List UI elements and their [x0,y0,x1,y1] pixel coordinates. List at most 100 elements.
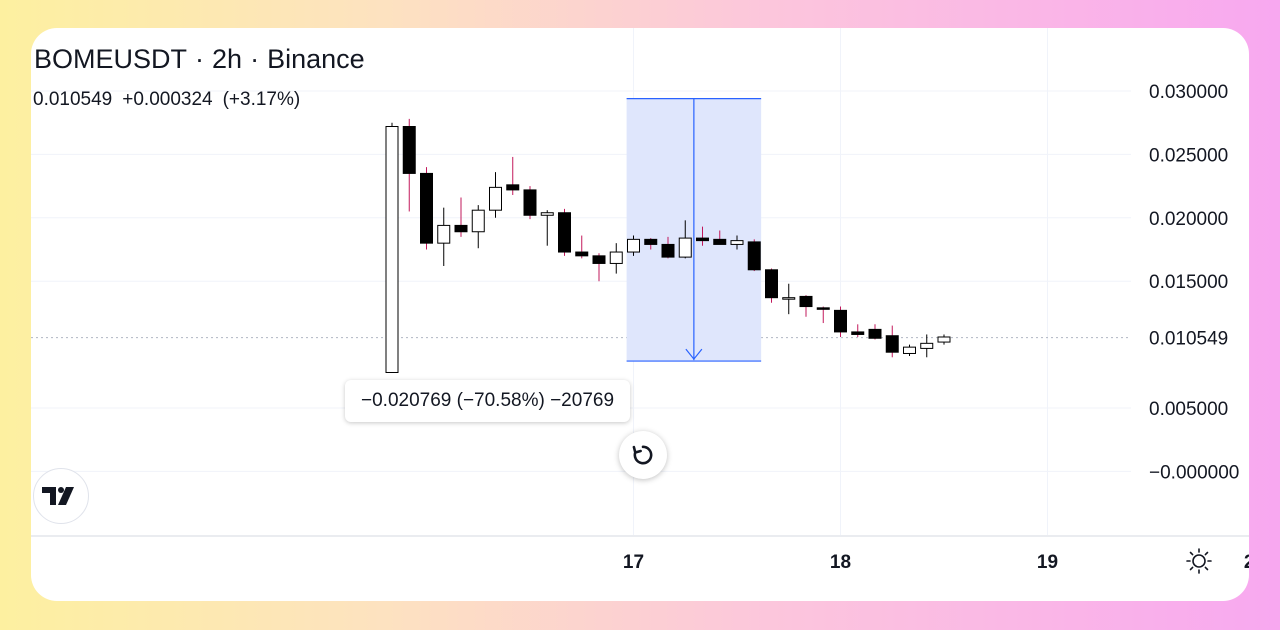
candle-body [489,186,502,211]
reset-chart-button[interactable] [619,431,667,479]
candle [420,167,433,250]
candle [713,230,727,245]
time-axis[interactable]: 17 18 19 20 [623,552,1249,573]
candle-body [454,224,468,233]
candle-body [523,189,537,216]
candle [696,226,709,246]
candle-body [816,307,830,310]
candle [644,238,658,250]
candle-body [851,331,865,335]
candle-body [799,295,813,308]
price-tick-label: 0.010549 [1149,329,1228,350]
candle-body [540,212,554,216]
candle-body [627,238,640,253]
candle [885,325,899,358]
candle-body [696,237,709,242]
candle-body [402,126,416,174]
price-axis[interactable]: 0.030000 0.025000 0.020000 0.015000 0.010549… [1149,82,1239,483]
candle-body [713,238,727,245]
time-tick-label: 18 [830,552,851,573]
candle [523,186,537,220]
price-tick-label: 0.020000 [1149,209,1228,230]
candle [471,205,485,249]
candle [765,268,778,303]
tradingview-logo[interactable] [33,468,89,524]
candle [540,210,554,246]
candle [592,253,606,282]
candle-body [644,238,658,245]
candle [747,239,761,272]
price-change-percent: (+3.17%) [222,89,301,110]
candle [678,220,692,259]
candle [385,122,399,373]
price-change: +0.000324 [122,89,213,110]
title-separator: · [195,44,205,74]
chart-settings-button[interactable] [1184,546,1214,576]
measure-result-label: −0.020769 (−70.58%) −20769 [345,380,631,422]
candle-body [730,240,744,245]
sun-settings-icon [1186,548,1212,574]
candle-body [471,209,485,233]
candle-body [834,309,847,333]
last-price: 0.010549 [33,89,113,110]
candle [816,306,830,324]
chart-title: BOMEUSDT · 2h · Binance [34,44,365,75]
candle [903,344,916,357]
interval-label: 2h [212,44,243,74]
candle [558,208,571,256]
candle-body [437,224,451,244]
candle-body [678,237,692,258]
candle [437,207,451,266]
candle-body [558,212,571,253]
reset-icon [632,445,653,465]
candle-body [661,243,675,258]
measure-arrow-head [685,348,703,361]
candle-body [609,251,623,264]
title-separator-2: · [250,44,260,74]
candle-body [920,342,934,349]
time-tick-label: 17 [623,552,644,573]
candle [506,156,520,195]
candle-body [765,269,778,299]
candle [575,235,589,259]
candle [782,283,796,315]
price-tick-label: 0.005000 [1149,399,1228,420]
candle [609,243,623,274]
price-tick-label: −0.000000 [1149,462,1239,483]
candle [489,172,502,218]
candle-body [782,297,796,300]
candle-body [420,172,433,244]
exchange-name: Binance [267,44,365,74]
candle [661,236,675,259]
candle [730,235,744,250]
candle-body [385,126,399,373]
price-tick-label: 0.025000 [1149,145,1228,166]
candle-body [506,184,520,191]
candle [799,295,813,317]
time-tick-label: 20 [1244,552,1249,573]
time-tick-label: 19 [1037,552,1058,573]
candle-body [592,255,606,264]
candle [627,235,640,256]
candle [454,197,468,237]
candle [920,334,934,358]
candle-body [937,336,951,343]
candle-body [903,346,916,354]
candle [851,324,865,337]
chart-canvas[interactable]: 0.030000 0.025000 0.020000 0.015000 0.010549… [31,28,1249,601]
candle-body [575,251,589,257]
tradingview-logo-icon [42,487,74,505]
candle [402,118,416,212]
candle [937,334,951,345]
chart-card: 0.030000 0.025000 0.020000 0.015000 0.010549… [31,28,1249,601]
candle-body [885,335,899,353]
candle-body [868,328,882,339]
measure-tool[interactable] [626,98,762,362]
price-tick-label: 0.015000 [1149,272,1228,293]
candles [385,118,951,373]
price-summary: 0.010549 +0.000324 (+3.17%) [33,89,310,111]
candle [868,324,882,340]
symbol-name: BOMEUSDT [34,44,188,74]
candle [834,306,847,337]
candle-body [747,241,761,271]
